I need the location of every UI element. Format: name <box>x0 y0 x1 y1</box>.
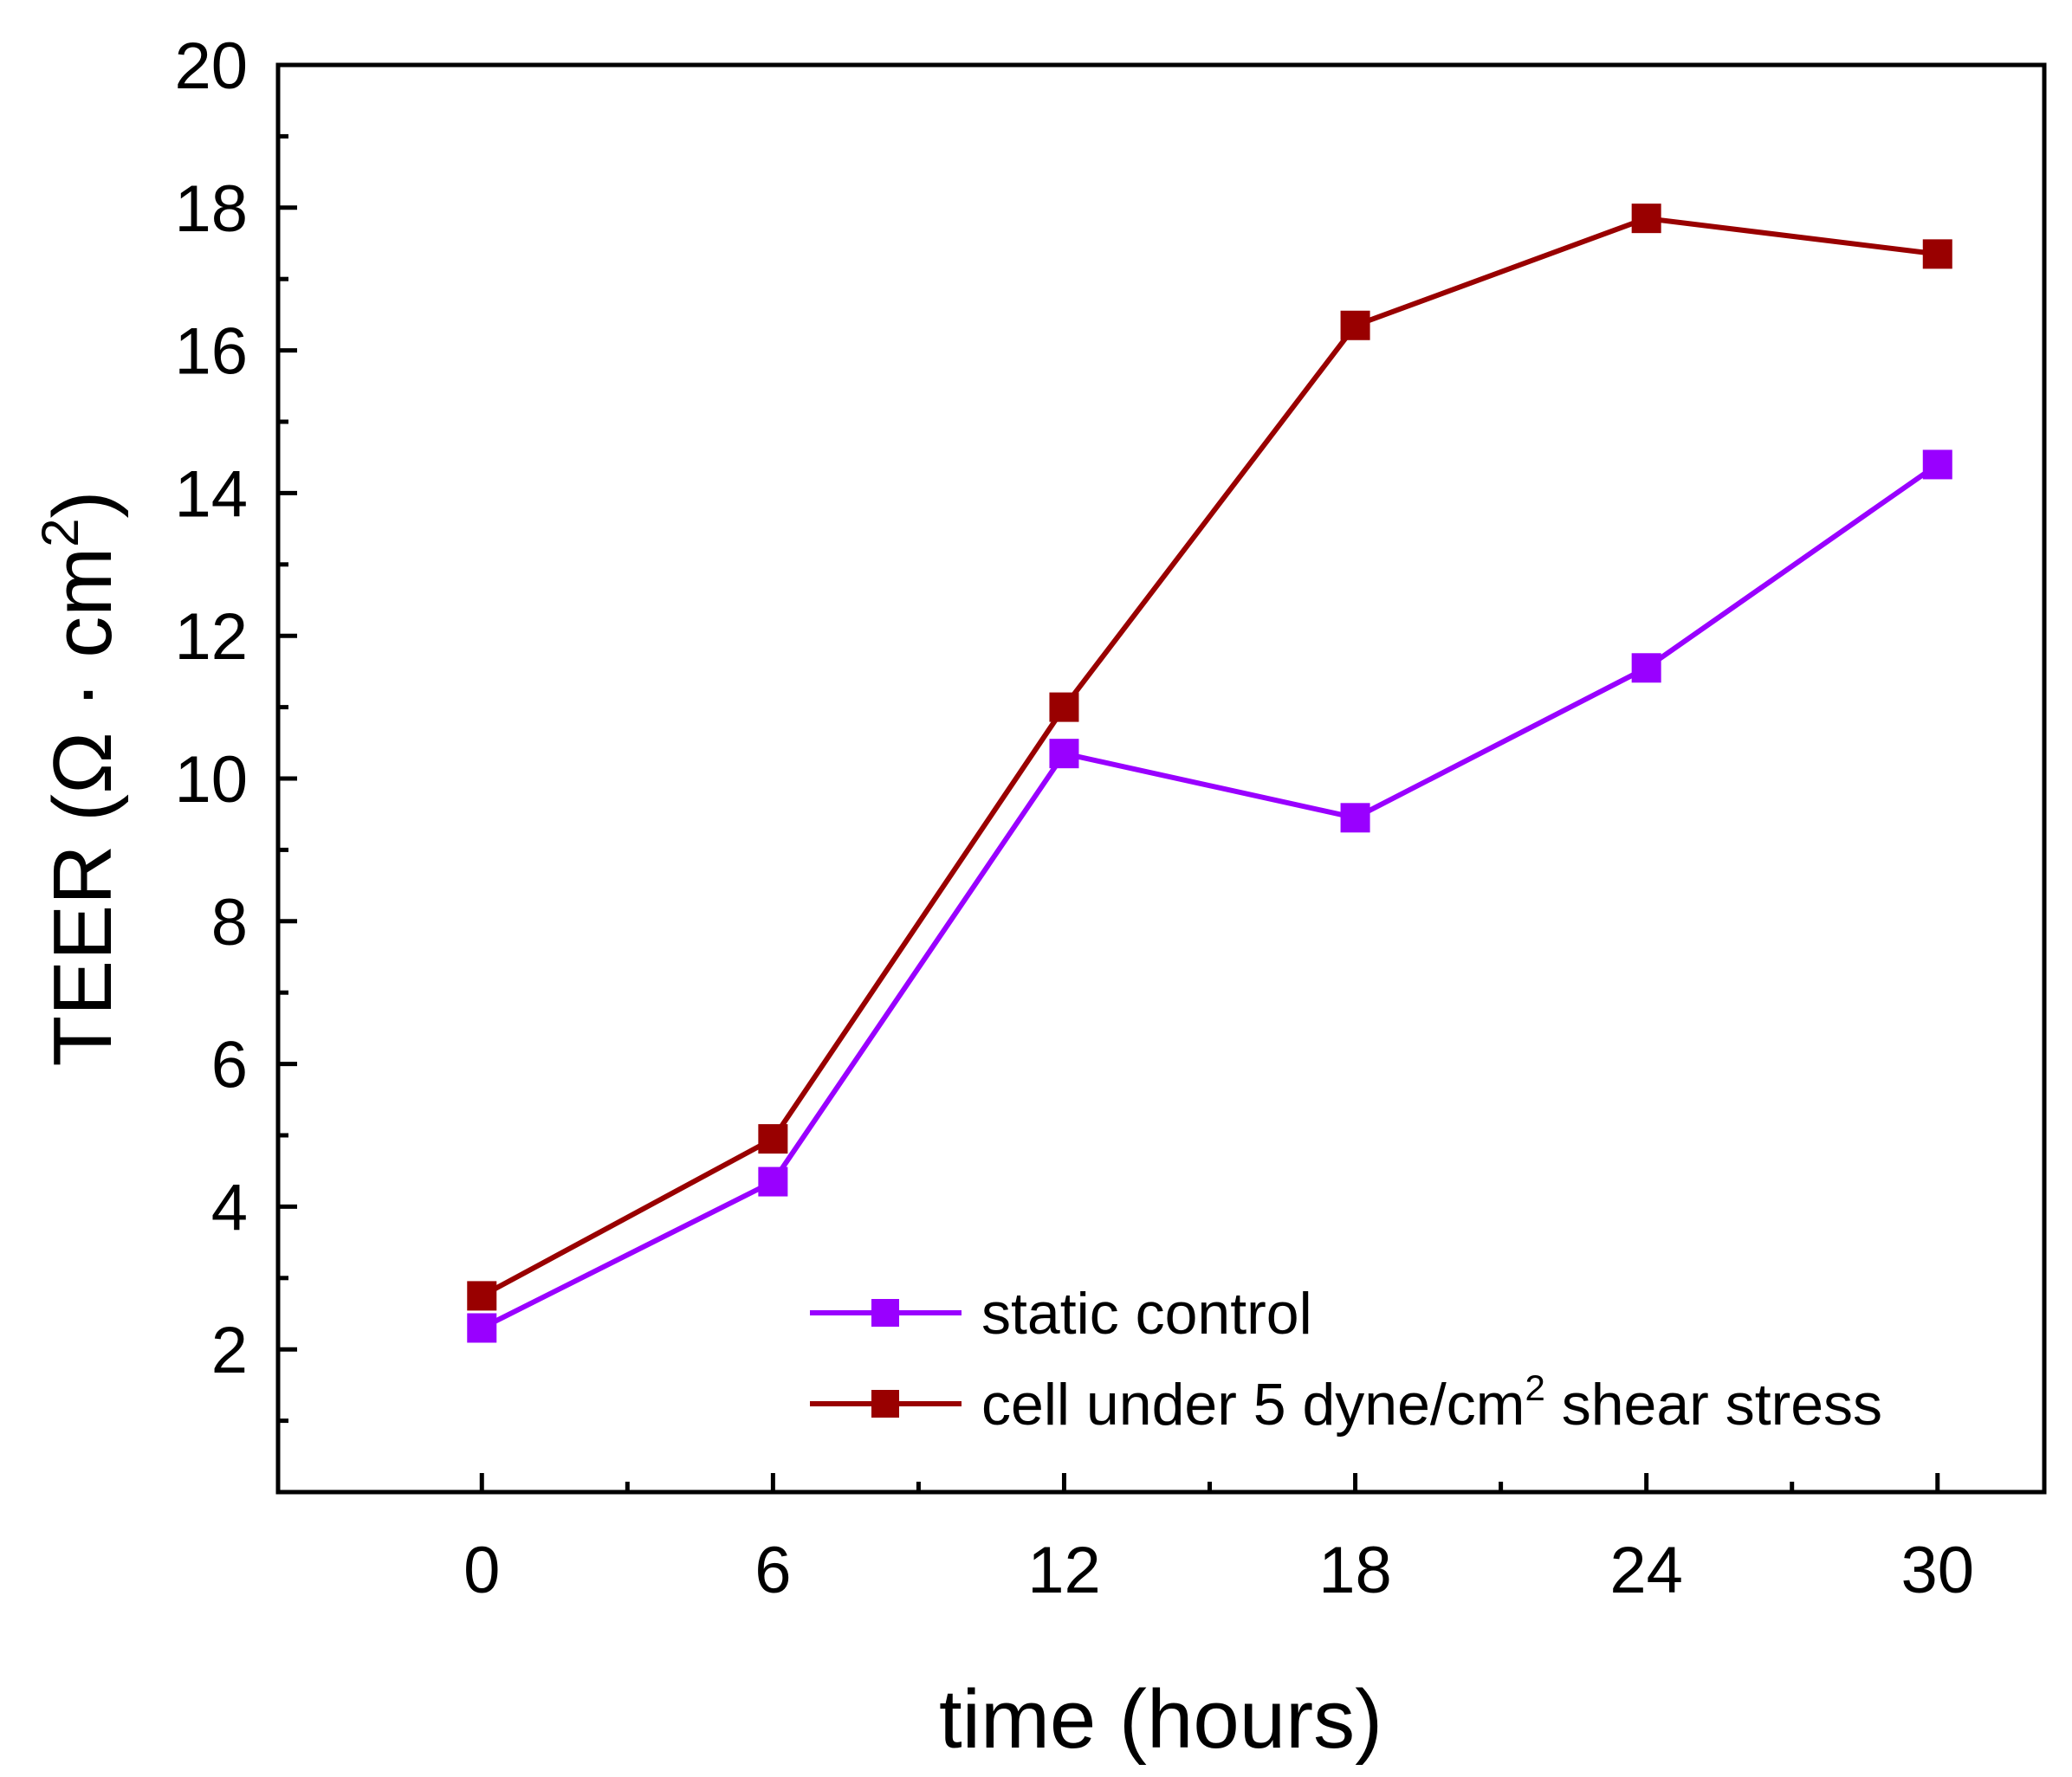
y-tick-label: 2 <box>211 1314 248 1387</box>
data-point <box>1340 310 1370 340</box>
y-tick-label: 6 <box>211 1029 248 1102</box>
y-tick-label: 18 <box>174 172 248 246</box>
y-axis-title-main: TEER (Ω · cm <box>36 547 129 1067</box>
data-point <box>758 1124 788 1154</box>
x-tick-label: 30 <box>1900 1534 1974 1607</box>
data-point <box>758 1166 788 1197</box>
data-point <box>1340 803 1370 833</box>
legend-label-shear-stress: cell under 5 dyne/cm2 shear stress <box>981 1367 1882 1438</box>
legend-label-shear-suffix: shear stress <box>1545 1372 1882 1438</box>
series-shear-stress <box>467 204 1952 1311</box>
x-axis-title: time (hours) <box>939 1673 1382 1766</box>
data-point <box>1922 239 1952 269</box>
data-point <box>1631 204 1661 234</box>
data-point <box>1049 739 1079 769</box>
y-tick-label: 14 <box>174 457 248 531</box>
y-tick-label: 8 <box>211 886 248 960</box>
x-axis-ticks: 0 6 12 18 24 30 <box>463 1473 1974 1607</box>
y-tick-label: 4 <box>211 1171 248 1244</box>
x-tick-label: 24 <box>1609 1534 1683 1607</box>
series-layer <box>467 204 1952 1343</box>
series-static-control <box>467 449 1952 1343</box>
legend-label-static-control: static control <box>981 1281 1312 1347</box>
y-tick-label: 10 <box>174 743 248 817</box>
y-axis-ticks: 2 4 6 8 10 12 14 16 18 20 <box>174 29 297 1424</box>
y-tick-label: 20 <box>174 29 248 103</box>
x-tick-label: 0 <box>463 1534 500 1607</box>
data-point <box>1049 692 1079 722</box>
legend-marker-shear-stress <box>871 1390 899 1418</box>
legend-marker-static-control <box>871 1299 899 1327</box>
x-tick-label: 6 <box>754 1534 791 1607</box>
x-tick-label: 12 <box>1027 1534 1101 1607</box>
y-axis-title: TEER (Ω · cm2) <box>31 490 129 1066</box>
data-point <box>1631 653 1661 683</box>
x-tick-label: 18 <box>1318 1534 1392 1607</box>
data-point <box>1922 449 1952 480</box>
y-tick-label: 16 <box>174 315 248 389</box>
plot-frame <box>275 62 2047 1495</box>
y-axis-title-superscript: 2 <box>31 518 89 546</box>
data-point <box>467 1313 497 1343</box>
y-axis-title-suffix: ) <box>36 490 129 518</box>
series-line <box>480 462 1939 1331</box>
series-line <box>480 216 1939 1299</box>
legend-label-shear-main: cell under 5 dyne/cm <box>981 1372 1525 1438</box>
data-point <box>467 1281 497 1311</box>
y-tick-label: 12 <box>174 600 248 674</box>
legend-label-shear-superscript: 2 <box>1525 1367 1544 1408</box>
legend: static control cell under 5 dyne/cm2 she… <box>810 1281 1882 1438</box>
